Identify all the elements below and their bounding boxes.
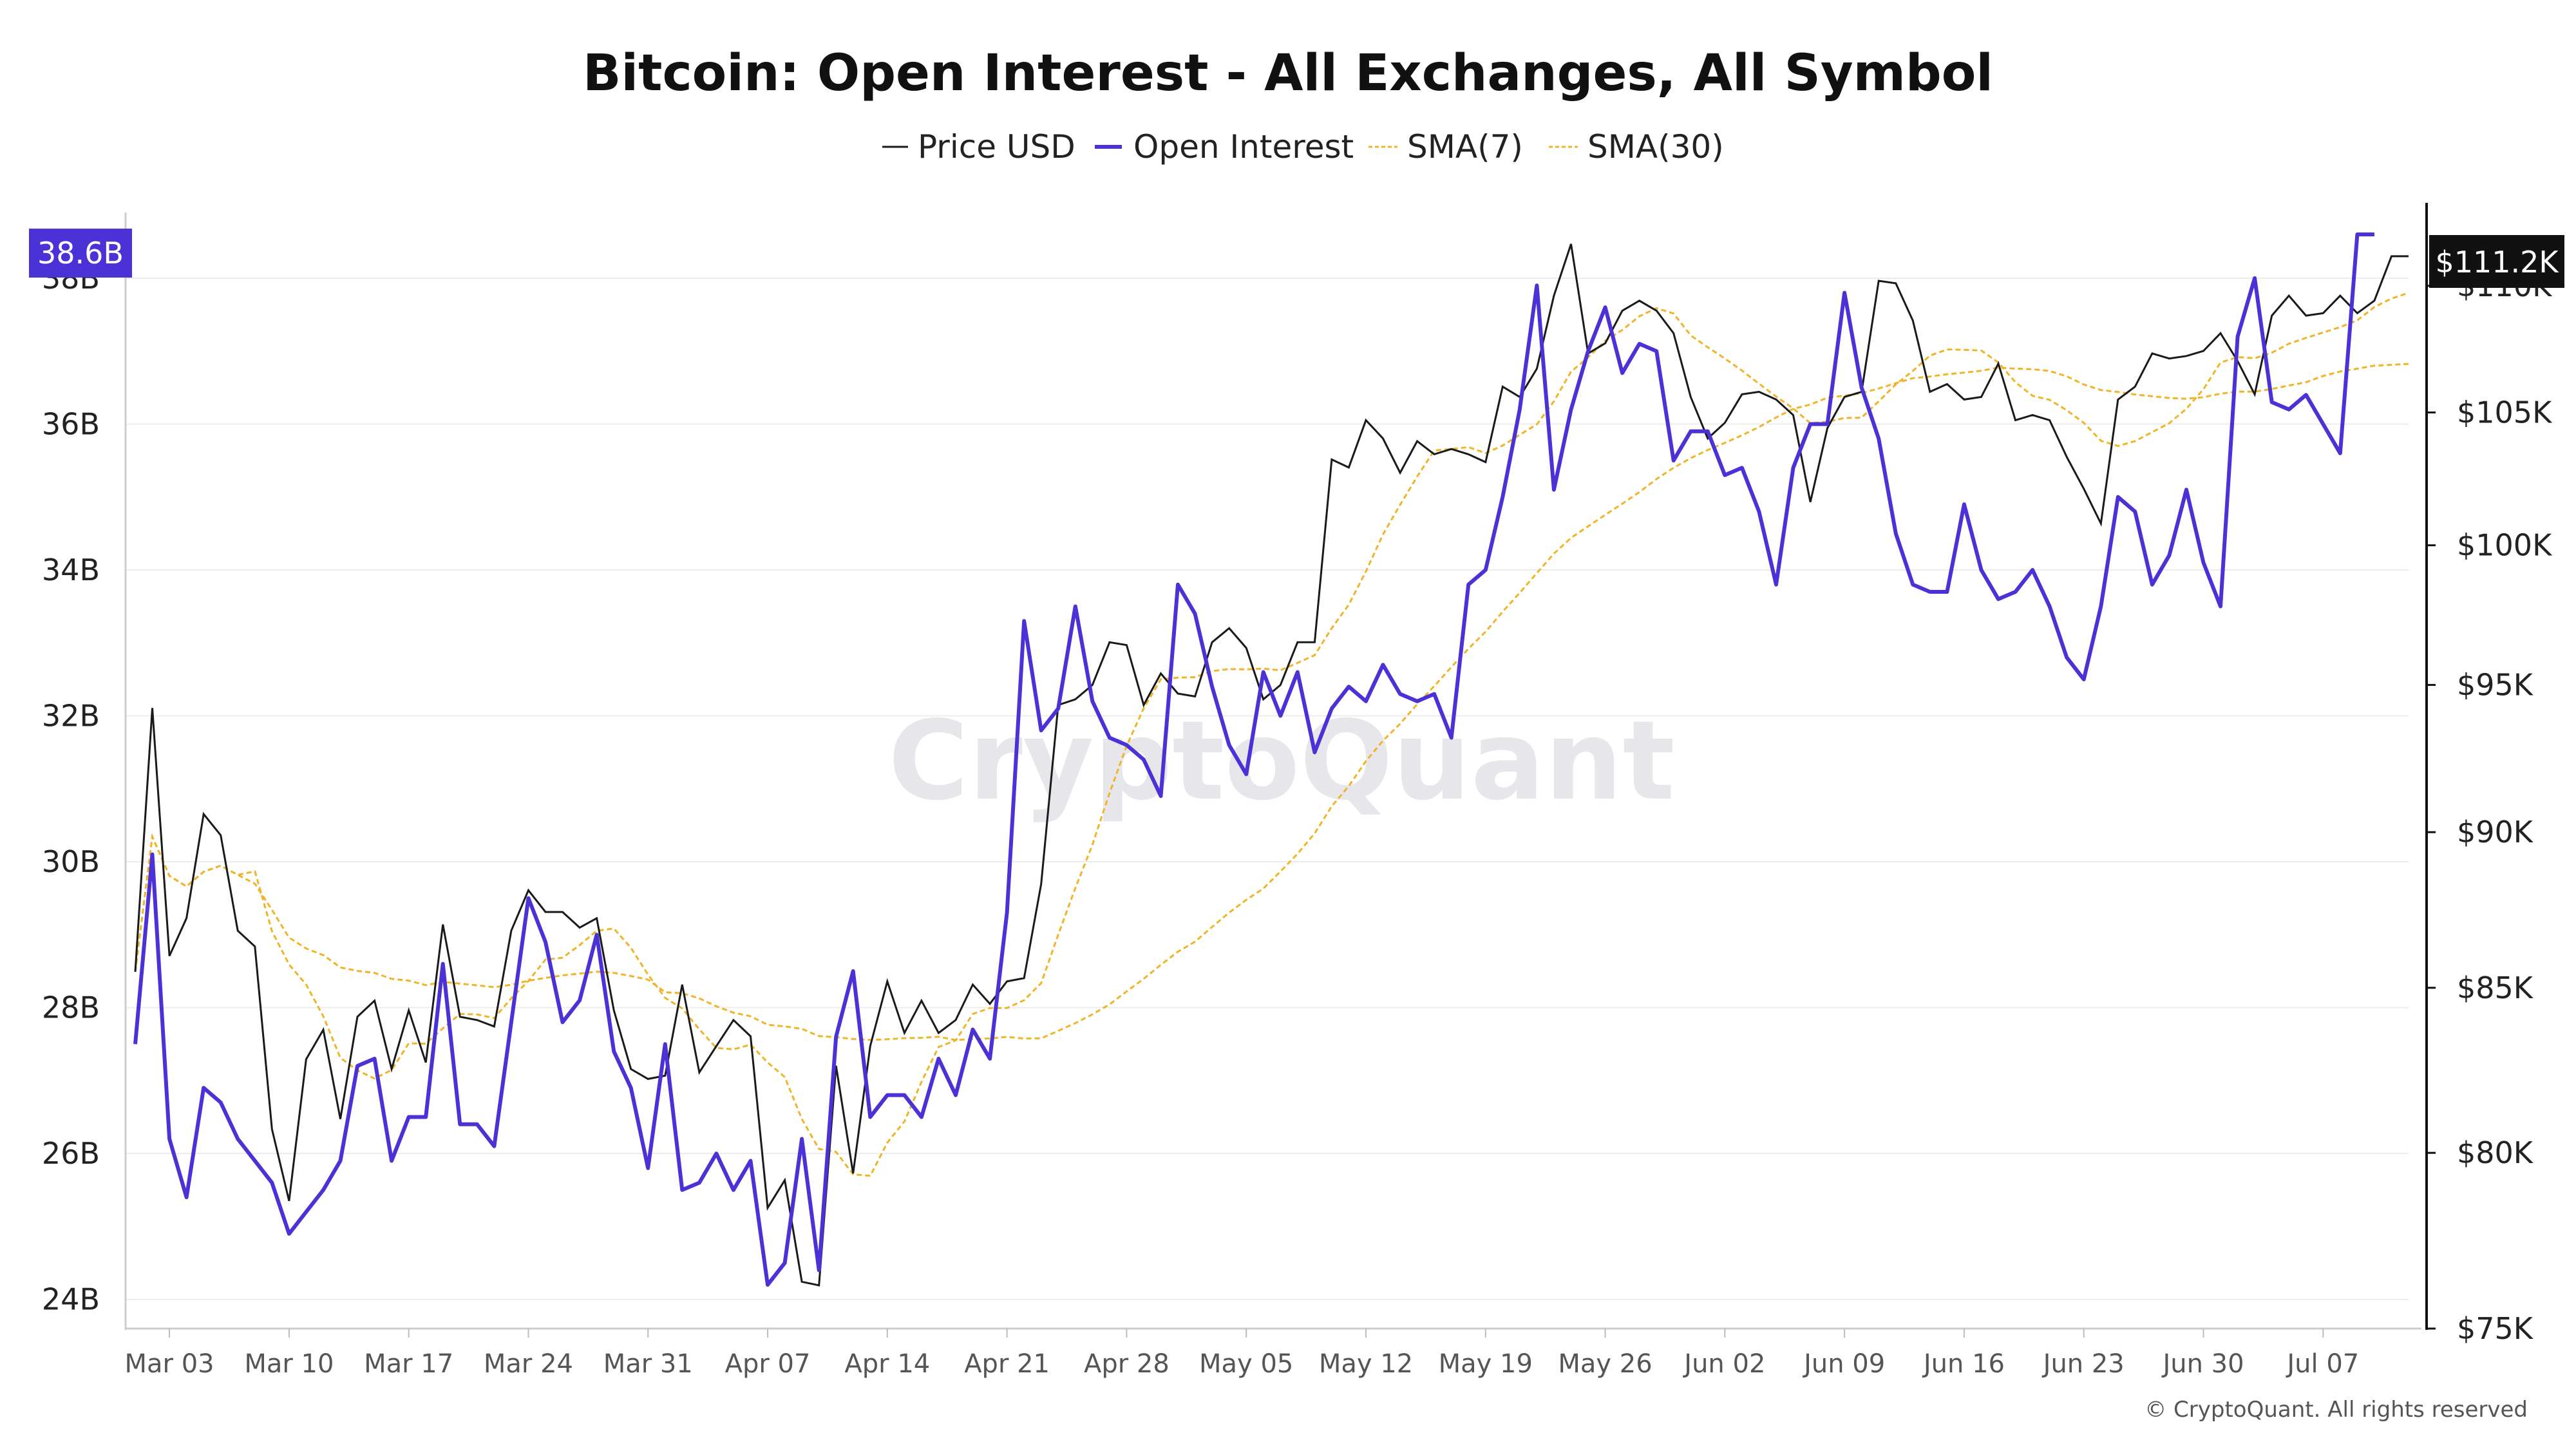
y-right-tick-label: $80K (2457, 1135, 2534, 1170)
x-axis-ticks: Mar 03 Mar 10 Mar 17 Mar 24 Mar 31 Apr 07 Apr … (125, 1329, 2359, 1379)
x-tick-label: Mar 03 (125, 1349, 214, 1379)
left-value-badge: 38.6B (29, 229, 132, 278)
y-left-tick-label: 24B (42, 1282, 100, 1317)
right-value-badge-text: $111.2K (2435, 245, 2559, 279)
x-tick-label: May 26 (1558, 1349, 1652, 1379)
x-tick-label: May 12 (1319, 1349, 1413, 1379)
y-left-tick-label: 30B (42, 844, 100, 879)
x-tick-label: Apr 14 (844, 1349, 930, 1379)
right-value-badge-bg (2429, 235, 2564, 288)
right-axis-ticks: $75K$80K$85K$90K$95K$100K$105K$110K (2427, 269, 2553, 1346)
y-left-tick-label: 28B (42, 990, 100, 1025)
x-tick-label: Mar 17 (364, 1349, 453, 1379)
x-tick-label: Apr 07 (725, 1349, 811, 1379)
legend-item-price[interactable]: Price USD (882, 128, 1075, 166)
legend-item-open-interest[interactable]: Open Interest (1095, 128, 1354, 166)
chart-title: Bitcoin: Open Interest - All Exchanges, … (583, 44, 1993, 102)
x-tick-label: Mar 10 (244, 1349, 334, 1379)
open-interest-line (133, 232, 2374, 1287)
y-right-tick-label: $105K (2457, 395, 2553, 430)
x-tick-label: May 19 (1439, 1349, 1533, 1379)
y-right-tick-label: $100K (2457, 528, 2553, 563)
y-right-tick-label: $90K (2457, 815, 2534, 849)
y-right-tick-label: $75K (2457, 1311, 2534, 1346)
legend-item-sma30[interactable]: SMA(30) (1549, 128, 1724, 166)
x-tick-label: Jun 30 (2161, 1349, 2244, 1379)
legend: Price USD Open Interest SMA(7) SMA(30) (882, 128, 1724, 166)
y-right-tick-label: $95K (2457, 668, 2534, 703)
y-left-tick-label: 26B (42, 1136, 100, 1171)
x-tick-label: May 05 (1199, 1349, 1293, 1379)
x-tick-label: Mar 31 (603, 1349, 693, 1379)
x-tick-label: Jun 09 (1802, 1349, 1885, 1379)
x-tick-label: Apr 21 (964, 1349, 1050, 1379)
legend-label-sma30: SMA(30) (1587, 128, 1724, 166)
legend-item-sma7[interactable]: SMA(7) (1368, 128, 1523, 166)
legend-label-sma7: SMA(7) (1407, 128, 1523, 166)
x-tick-label: Mar 24 (484, 1349, 573, 1379)
y-left-tick-label: 34B (42, 553, 100, 587)
legend-label-open-interest: Open Interest (1133, 128, 1354, 166)
copyright-notice: © CryptoQuant. All rights reserved (2145, 1397, 2528, 1423)
y-left-tick-label: 32B (42, 699, 100, 734)
gridlines (126, 277, 2409, 1300)
right-value-badge: $111.2K (2429, 235, 2564, 288)
x-tick-label: Jun 02 (1682, 1349, 1765, 1379)
x-tick-label: Apr 28 (1084, 1349, 1170, 1379)
y-left-tick-label: 36B (42, 406, 100, 441)
x-tick-label: Jul 07 (2285, 1349, 2359, 1379)
y-right-tick-label: $85K (2457, 971, 2534, 1005)
x-tick-label: Jun 16 (1922, 1349, 2005, 1379)
left-value-badge-bg (29, 229, 132, 278)
series-lines (133, 232, 2409, 1287)
legend-label-price: Price USD (918, 128, 1075, 166)
x-tick-label: Jun 23 (2041, 1349, 2125, 1379)
left-value-badge-text: 38.6B (37, 236, 124, 270)
sma30-line (134, 363, 2409, 1041)
